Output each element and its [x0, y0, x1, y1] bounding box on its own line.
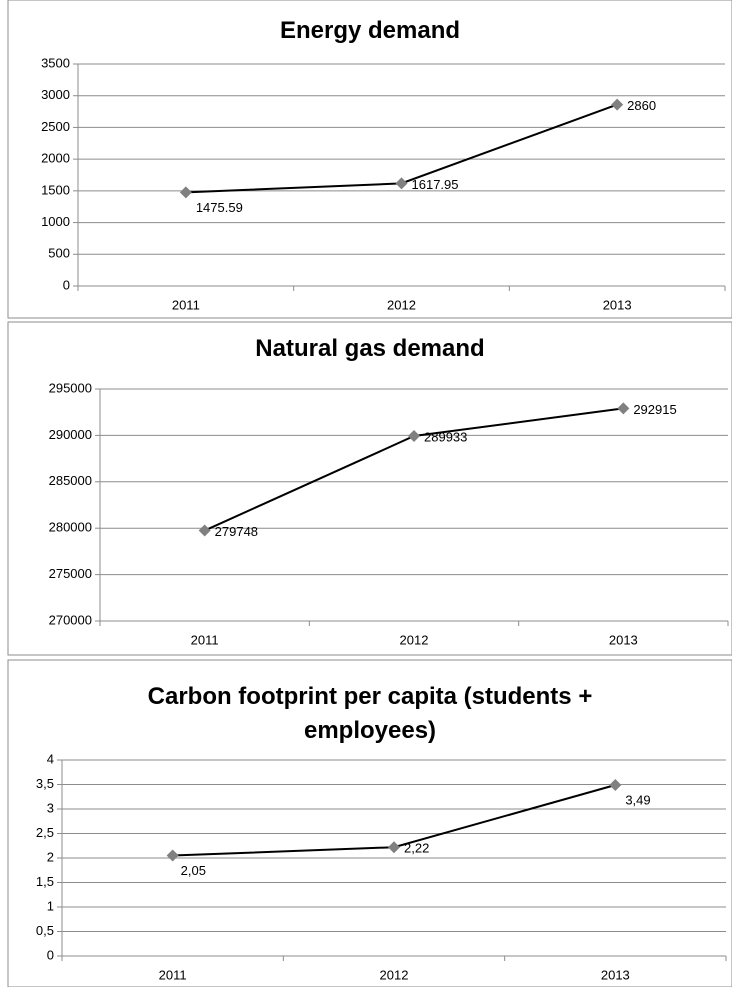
x-tick-label: 2012	[387, 297, 416, 312]
y-tick-label: 500	[48, 246, 70, 261]
marker	[617, 402, 630, 415]
chart-frame	[7, 321, 732, 656]
x-tick-label: 2013	[609, 632, 638, 647]
y-tick-label: 3	[47, 800, 54, 815]
y-tick-label: 2500	[41, 119, 70, 134]
data-label: 2,05	[181, 863, 206, 878]
data-label: 1617.95	[412, 177, 459, 192]
y-tick-label: 280000	[49, 520, 92, 535]
x-tick-label: 2012	[380, 967, 409, 982]
y-tick-label: 285000	[49, 473, 92, 488]
y-tick-label: 3000	[41, 87, 70, 102]
line	[204, 407, 624, 532]
x-tick-label: 2013	[601, 967, 630, 982]
marker	[179, 186, 192, 199]
x-tick-label: 2012	[400, 632, 429, 647]
data-label: 2860	[627, 98, 656, 113]
x-tick-label: 2011	[172, 297, 200, 312]
data-label: 2,22	[404, 841, 429, 856]
y-tick-label: 290000	[49, 427, 92, 442]
y-tick-label: 1,5	[36, 874, 54, 889]
y-tick-label: 270000	[49, 612, 92, 627]
y-tick-label: 275000	[49, 566, 92, 581]
y-tick-label: 0,5	[36, 923, 54, 938]
y-tick-label: 295000	[49, 380, 92, 395]
data-label: 3,49	[625, 792, 650, 807]
y-tick-label: 3500	[41, 55, 70, 70]
y-tick-label: 1000	[41, 214, 70, 229]
chart-frame	[7, 659, 732, 987]
y-tick-label: 1	[47, 898, 54, 913]
marker	[408, 430, 420, 443]
marker	[198, 524, 211, 537]
chart-frame	[7, 0, 732, 319]
marker	[166, 849, 179, 862]
chart-title: Carbon footprint per capita (students + …	[147, 683, 593, 744]
y-tick-label: 0	[63, 277, 70, 292]
x-tick-label: 2011	[159, 967, 187, 982]
marker	[388, 841, 400, 854]
data-label: 279748	[215, 524, 258, 539]
y-tick-label: 2000	[41, 151, 70, 166]
y-tick-label: 2	[47, 849, 54, 864]
y-tick-label: 2,5	[36, 825, 54, 840]
y-tick-label: 0	[47, 947, 54, 962]
marker	[611, 98, 624, 111]
marker	[609, 778, 622, 791]
marker	[395, 177, 408, 190]
x-tick-label: 2011	[191, 632, 219, 647]
y-tick-label: 1500	[41, 182, 70, 197]
data-label: 289933	[424, 429, 467, 444]
y-tick-label: 4	[47, 751, 54, 766]
y-tick-label: 3,5	[36, 776, 54, 791]
data-label: 292915	[633, 402, 676, 417]
data-label: 1475.59	[196, 200, 243, 215]
x-tick-label: 2013	[603, 297, 632, 312]
chart-title: Natural gas demand	[255, 335, 485, 362]
chart-title: Energy demand	[279, 17, 461, 44]
